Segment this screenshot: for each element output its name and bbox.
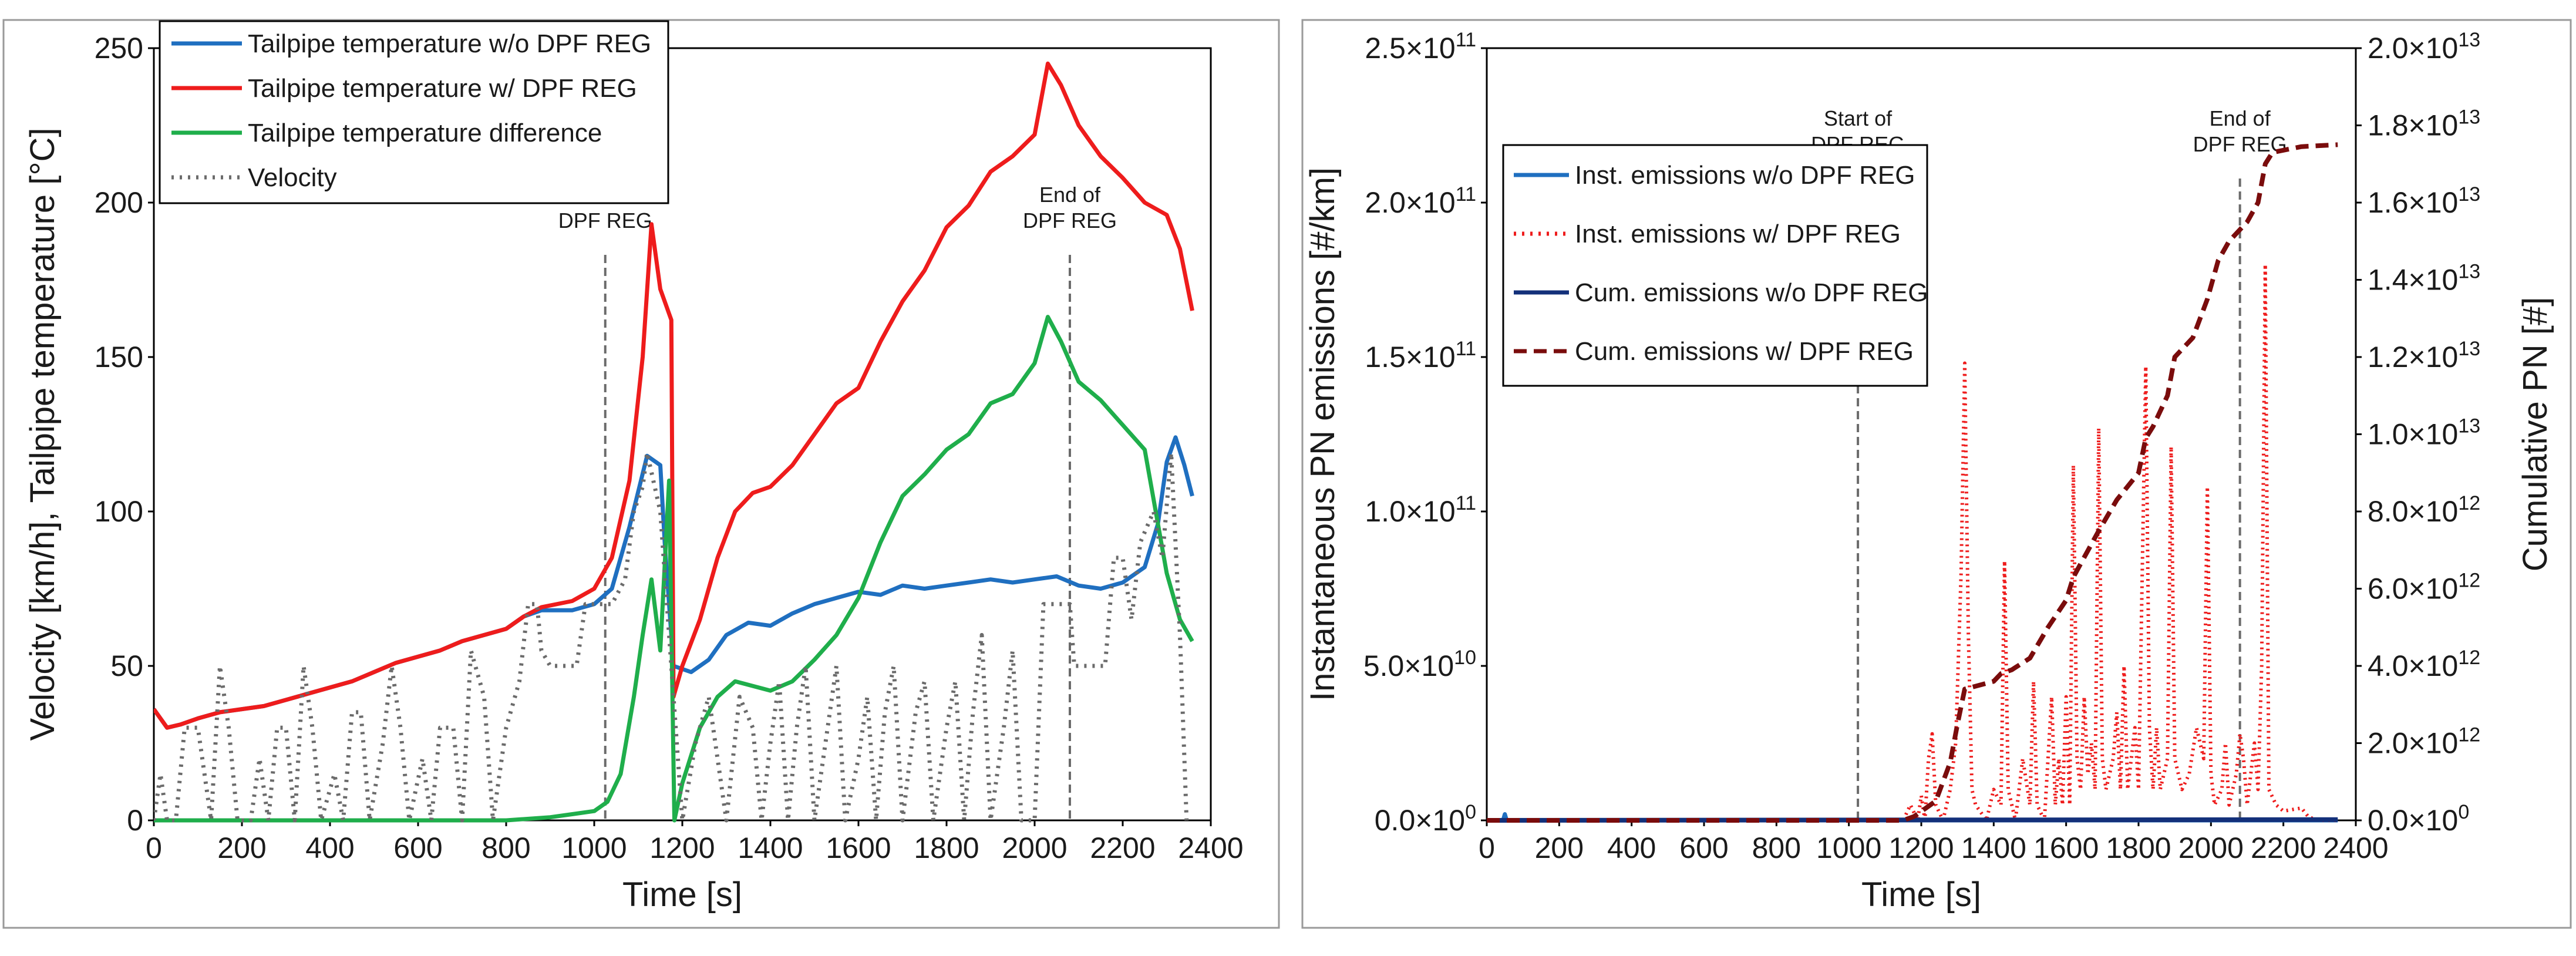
x-tick-label: 1000 [1816,832,1881,864]
legend-label: Inst. emissions w/ DPF REG [1575,220,1901,248]
y-tick-label: 50 [110,649,143,682]
x-tick-label: 2200 [2251,832,2316,864]
legend-label: Tailpipe temperature w/o DPF REG [248,29,651,58]
y2-tick-label: 1.6×1013 [2368,183,2480,219]
x-tick-label: 1600 [2033,832,2099,864]
y-axis-title: Instantaneous PN emissions [#/km] [1304,167,1342,701]
legend: Tailpipe temperature w/o DPF REG Tailpipe… [159,20,669,204]
x-tick-label: 1200 [1888,832,1954,864]
x-tick-label: 1200 [649,832,715,864]
x-tick-label: 800 [481,832,530,864]
y2-tick-label: 6.0×1012 [2368,570,2480,605]
y-tick-label: 1.0×1011 [1365,492,1476,528]
y-tick-label: 250 [95,32,143,65]
y-axis-title: Velocity [km/h], Tailpipe temperature [°… [23,127,62,740]
legend-label: Cum. emissions w/o DPF REG [1575,278,1928,307]
y-tick-label: 0 [127,804,143,837]
y-tick-label: 2.5×1011 [1365,29,1476,65]
x-tick-label: 0 [146,832,162,864]
x-tick-label: 1600 [826,832,891,864]
legend-label: Cum. emissions w/ DPF REG [1575,337,1914,366]
y-tick-label: 1.5×1011 [1365,338,1476,373]
chart-2: 0 200 400 600 800 1000 1200 1400 1600 1800 2000 220… [1301,19,2572,929]
x-tick-label: 800 [1752,832,1801,864]
x-tick-label: 1800 [2106,832,2171,864]
x-tick-label: 200 [1535,832,1584,864]
legend-label: Tailpipe temperature w/ DPF REG [248,74,637,103]
annotation-text: End of [2210,106,2271,130]
y2-tick-label: 1.2×1013 [2368,338,2480,373]
y-tick-label: 200 [95,186,143,219]
x-tick-label: 1800 [914,832,979,864]
series-tailpipe-temperature-w-dpf-reg [154,61,1194,730]
y2-tick-label: 8.0×1012 [2368,492,2480,528]
y-tick-label: 100 [95,495,143,528]
y2-tick-label: 0.0×100 [2368,801,2469,837]
y2-tick-label: 2.0×1012 [2368,724,2480,760]
annotation-text: DPF REG [1023,208,1117,233]
x-tick-label: 1400 [738,832,803,864]
x-tick-label: 400 [1607,832,1656,864]
y2-tick-label: 1.0×1013 [2368,415,2480,451]
y2-tick-label: 2.0×1013 [2368,29,2480,65]
legend-label: Tailpipe temperature difference [248,119,602,147]
x-axis-title: Time [s] [622,876,742,914]
annotation-text: End of [1039,183,1101,207]
y-tick-label: 150 [95,341,143,373]
annotation-text: Start of [1824,106,1893,130]
y-tick-label: 5.0×1010 [1363,647,1476,682]
x-tick-label: 2400 [2323,832,2388,864]
x-tick-label: 400 [305,832,354,864]
x-tick-label: 2000 [1002,832,1067,864]
series-cum-emissions-w-dpf-reg [1487,142,2338,823]
legend: Inst. emissions w/o DPF REG Inst. emissio… [1502,144,1928,387]
x-tick-label: 0 [1479,832,1495,864]
chart-1: 0 200 400 600 800 1000 1200 1400 1600 1800 2000 220… [2,19,1280,929]
y2-tick-label: 1.4×1013 [2368,261,2480,297]
y2-tick-label: 1.8×1013 [2368,106,2480,142]
x-tick-label: 2400 [1178,832,1243,864]
legend-label: Velocity [248,163,337,192]
chart-frame [1301,19,2572,929]
x-tick-label: 600 [393,832,442,864]
y-tick-label: 2.0×1011 [1365,183,1476,219]
x-tick-label: 200 [217,832,266,864]
legend-label: Inst. emissions w/o DPF REG [1575,161,1915,190]
x-tick-label: 600 [1679,832,1728,864]
legend-box [1502,144,1928,387]
annotation-text: DPF REG [558,208,652,233]
y2-axis-title: Cumulative PN [#] [2516,297,2554,571]
y2-tick-label: 4.0×1012 [2368,647,2480,682]
x-tick-label: 1000 [561,832,627,864]
annotation-text: DPF REG [2193,132,2287,156]
y-tick-label: 0.0×100 [1375,801,1476,837]
x-tick-label: 2200 [1090,832,1155,864]
x-tick-label: 1400 [1961,832,2026,864]
legend-box [159,20,669,204]
x-tick-label: 2000 [2178,832,2244,864]
x-axis-title: Time [s] [1861,876,1981,914]
